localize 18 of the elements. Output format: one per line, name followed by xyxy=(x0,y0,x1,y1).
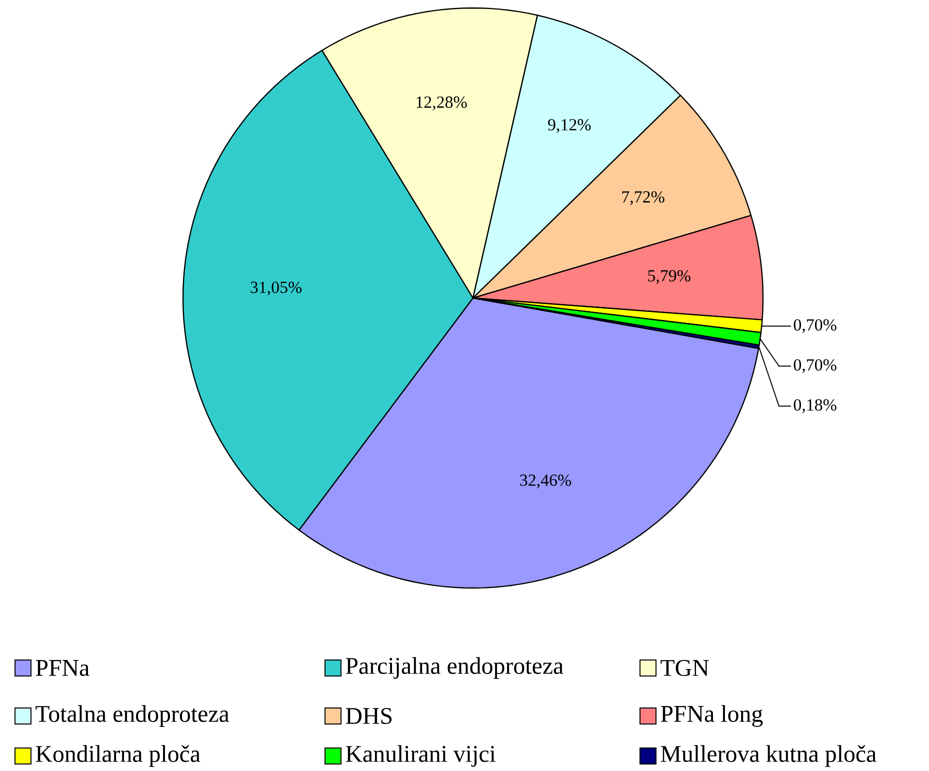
data-label: 0,18% xyxy=(794,399,836,414)
data-label: 0,70% xyxy=(794,359,836,374)
data-label: 5,79% xyxy=(648,270,690,284)
legend-label: PFNa xyxy=(36,660,90,676)
data-label: 12,28% xyxy=(416,96,467,110)
legend-label: PFNa long xyxy=(660,705,763,727)
data-label: 31,05% xyxy=(250,282,302,296)
legend-label: TGN xyxy=(660,660,709,676)
data-label: 32,46% xyxy=(520,474,572,488)
data-label: 9,12% xyxy=(548,119,591,133)
legend-label: Mullerova kutna ploča xyxy=(660,745,876,767)
legend-label: Kanulirani vijci xyxy=(346,745,496,767)
legend-label: DHS xyxy=(346,708,392,724)
data-label: 7,72% xyxy=(622,191,664,206)
legend-label: Parcijalna endoproteza xyxy=(346,657,564,679)
legend-label: Kondilarna ploča xyxy=(36,745,200,767)
data-label: 0,70% xyxy=(794,319,836,334)
legend-label: Totalna endoproteza xyxy=(36,705,230,727)
